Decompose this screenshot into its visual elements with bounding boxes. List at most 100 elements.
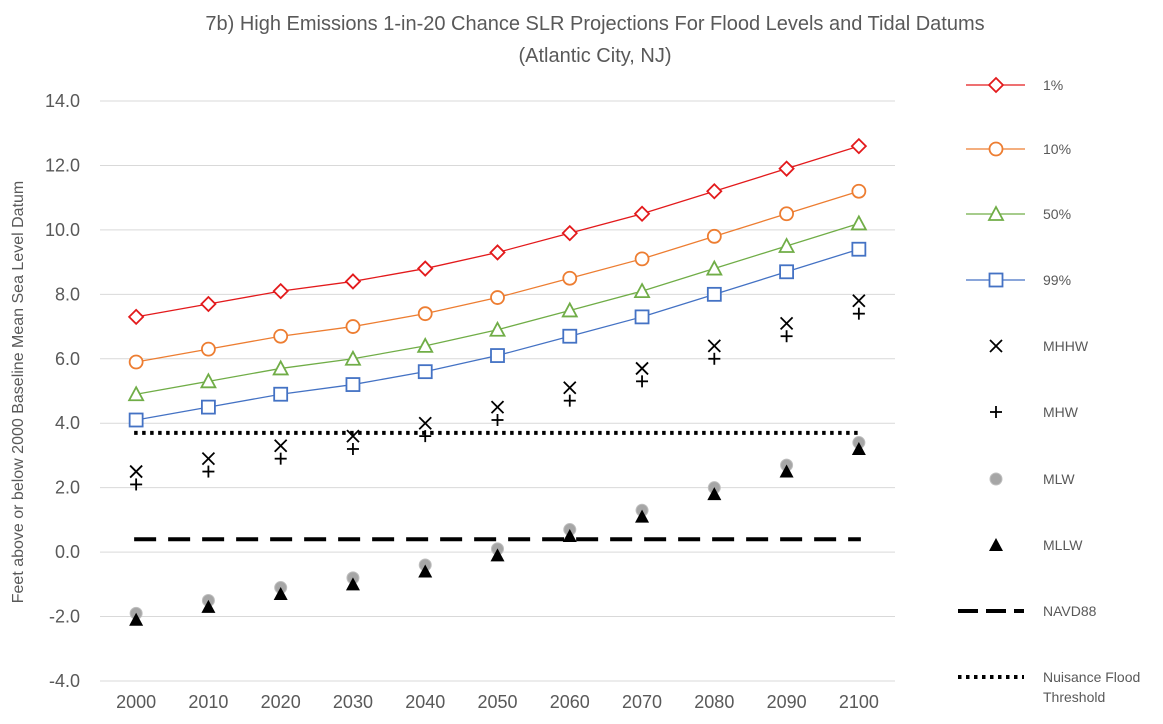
y-tick-label: 2.0 <box>55 478 80 498</box>
legend-label: MLLW <box>1043 537 1083 553</box>
legend-item-1: 1% <box>966 76 1063 94</box>
data-point-mhhw <box>563 381 577 395</box>
data-point-50 <box>778 237 796 253</box>
data-point-10 <box>490 290 505 305</box>
data-point-99 <box>779 264 794 280</box>
data-point-50 <box>272 359 290 376</box>
series-99 <box>128 241 867 428</box>
legend-marker <box>987 205 1005 221</box>
data-point-1 <box>272 282 289 300</box>
legend-marker <box>990 406 1002 418</box>
legend-item-50: 50% <box>966 205 1071 222</box>
data-point-50 <box>561 301 579 318</box>
data-point-mhw <box>202 465 215 478</box>
data-point-mhw <box>708 352 721 365</box>
data-point-mhw <box>636 375 649 388</box>
data-point-50 <box>850 214 868 231</box>
data-point-50 <box>705 259 723 276</box>
data-point-mhw <box>130 478 143 491</box>
legend-item-99: 99% <box>966 272 1071 288</box>
plot-area <box>127 137 868 626</box>
y-tick-label: -4.0 <box>49 671 80 691</box>
legend-item-10: 10% <box>966 141 1071 157</box>
chart-title: 7b) High Emissions 1-in-20 Chance SLR Pr… <box>205 13 984 35</box>
data-point-50 <box>344 349 362 366</box>
gridlines <box>100 100 895 682</box>
data-point-99 <box>562 328 578 344</box>
x-tick-label: 2020 <box>261 692 301 712</box>
legend-item-navd88: NAVD88 <box>958 603 1097 619</box>
data-point-10 <box>201 341 216 357</box>
data-point-mhhw <box>274 439 288 453</box>
data-point-mhhw <box>635 361 649 376</box>
data-point-mllw <box>201 599 216 613</box>
data-point-1 <box>489 244 506 261</box>
data-point-mllw <box>779 464 794 478</box>
x-tick-label: 2070 <box>622 692 662 712</box>
data-point-50 <box>127 385 145 402</box>
data-point-50 <box>488 320 507 337</box>
data-point-mhw <box>780 330 793 343</box>
series-mhhw <box>129 294 866 479</box>
data-point-1 <box>778 160 795 177</box>
data-point-10 <box>417 306 433 322</box>
x-tick-label: 2080 <box>694 692 734 712</box>
x-tick-label: 2050 <box>477 692 517 712</box>
legend-item-mlw: MLW <box>989 471 1075 487</box>
legend-label: 10% <box>1043 141 1071 157</box>
data-point-1 <box>561 224 579 242</box>
data-point-mhhw <box>707 339 721 353</box>
data-point-10 <box>779 206 794 222</box>
x-tick-label: 2100 <box>839 692 879 712</box>
series-mlw <box>129 436 866 620</box>
data-point-99 <box>851 241 867 257</box>
legend-item-mhhw: MHHW <box>989 338 1089 354</box>
chart-subtitle: (Atlantic City, NJ) <box>519 45 672 67</box>
data-point-mhw <box>346 443 359 455</box>
data-point-99 <box>128 412 144 428</box>
y-tick-label: 0.0 <box>55 542 80 562</box>
legend-marker <box>989 339 1003 353</box>
y-tick-label: 4.0 <box>55 413 80 433</box>
data-point-mhhw <box>852 294 866 308</box>
data-point-10 <box>634 251 650 267</box>
legend: 1% 10% 50% 99% MHHW MHW MLW MLLW NAVD88 Nuisance … <box>958 76 1140 705</box>
legend-label: 99% <box>1043 272 1071 288</box>
data-point-1 <box>633 205 651 223</box>
series-mhw <box>130 307 865 491</box>
data-point-mllw <box>490 548 505 562</box>
series-50 <box>127 214 868 402</box>
data-point-mhw <box>274 452 287 465</box>
legend-label: MHHW <box>1043 338 1089 354</box>
data-point-50 <box>633 282 651 299</box>
x-tick-label: 2060 <box>550 692 590 712</box>
legend-label: MHW <box>1043 404 1079 420</box>
data-point-mhhw <box>129 464 143 479</box>
x-tick-label: 2000 <box>116 692 156 712</box>
legend-marker <box>988 272 1004 288</box>
data-point-50 <box>416 336 434 353</box>
y-tick-label: 12.0 <box>45 155 80 175</box>
legend-label: Nuisance Flood Threshold <box>1043 669 1140 705</box>
data-point-mhhw <box>201 452 216 466</box>
x-tick-label: 2030 <box>333 692 373 712</box>
series-10 <box>128 183 867 370</box>
x-tick-label: 2010 <box>188 692 228 712</box>
data-point-mhw <box>563 394 576 407</box>
legend-label: 50% <box>1043 206 1071 222</box>
data-point-mllw <box>562 529 577 542</box>
data-point-99 <box>490 348 505 363</box>
legend-item-nuisance-flood-threshold: Nuisance Flood Threshold <box>958 669 1140 705</box>
data-point-50 <box>199 372 217 389</box>
legend-label: MLW <box>1043 471 1075 487</box>
legend-marker <box>987 76 1005 94</box>
data-point-10 <box>128 354 144 370</box>
x-tick-label: 2090 <box>767 692 807 712</box>
data-point-mhhw <box>779 316 794 330</box>
data-point-mhw <box>852 307 865 320</box>
data-point-mllw <box>418 564 433 578</box>
data-point-10 <box>345 319 361 334</box>
data-point-10 <box>851 183 867 199</box>
legend-label: NAVD88 <box>1043 603 1097 619</box>
